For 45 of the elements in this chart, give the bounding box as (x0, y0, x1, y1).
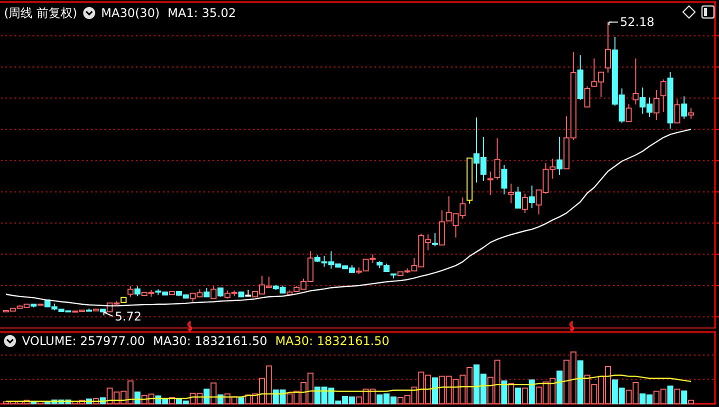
bar (501, 380, 508, 404)
candlestick (128, 286, 134, 298)
candlestick (134, 286, 140, 297)
text: MA1: 35.02 (168, 6, 236, 20)
annotation: 52.18 (620, 15, 654, 30)
candlestick (674, 98, 680, 124)
candlestick (487, 171, 494, 196)
candlestick (653, 90, 660, 121)
bar (667, 386, 674, 404)
bar (210, 382, 217, 404)
bar (577, 360, 584, 404)
candlestick (681, 96, 688, 120)
candlestick (528, 185, 535, 209)
bar (688, 400, 694, 404)
candlestick (508, 183, 514, 204)
chart-title: (周线 前复权) (4, 6, 78, 20)
candlestick (626, 104, 632, 122)
bar (508, 383, 514, 404)
candlestick (494, 138, 500, 180)
annotation: MA30(30) (101, 6, 160, 20)
candlestick (438, 210, 445, 246)
bar (204, 388, 210, 404)
candlestick (210, 286, 217, 300)
text: MA30: 1832161.50 (275, 334, 390, 348)
bar (556, 370, 563, 404)
candlestick (432, 232, 438, 247)
bar (674, 388, 680, 404)
bar (432, 377, 438, 404)
candlestick (688, 108, 694, 120)
candlestick (515, 186, 522, 209)
text: VOLUME: 257977.00 (22, 334, 145, 348)
bar (528, 379, 535, 404)
candlestick (556, 136, 563, 176)
bar (238, 397, 244, 404)
candlestick (522, 193, 528, 214)
candlestick (632, 58, 639, 105)
candlestick (501, 164, 508, 195)
candlestick (584, 86, 590, 108)
bar (515, 388, 522, 404)
bar (522, 388, 528, 404)
candlestick (605, 22, 611, 74)
annotation: 5.72 (114, 309, 142, 324)
candlestick (660, 78, 666, 112)
bar (681, 390, 688, 404)
text: MA30: 1832161.50 (153, 334, 268, 348)
